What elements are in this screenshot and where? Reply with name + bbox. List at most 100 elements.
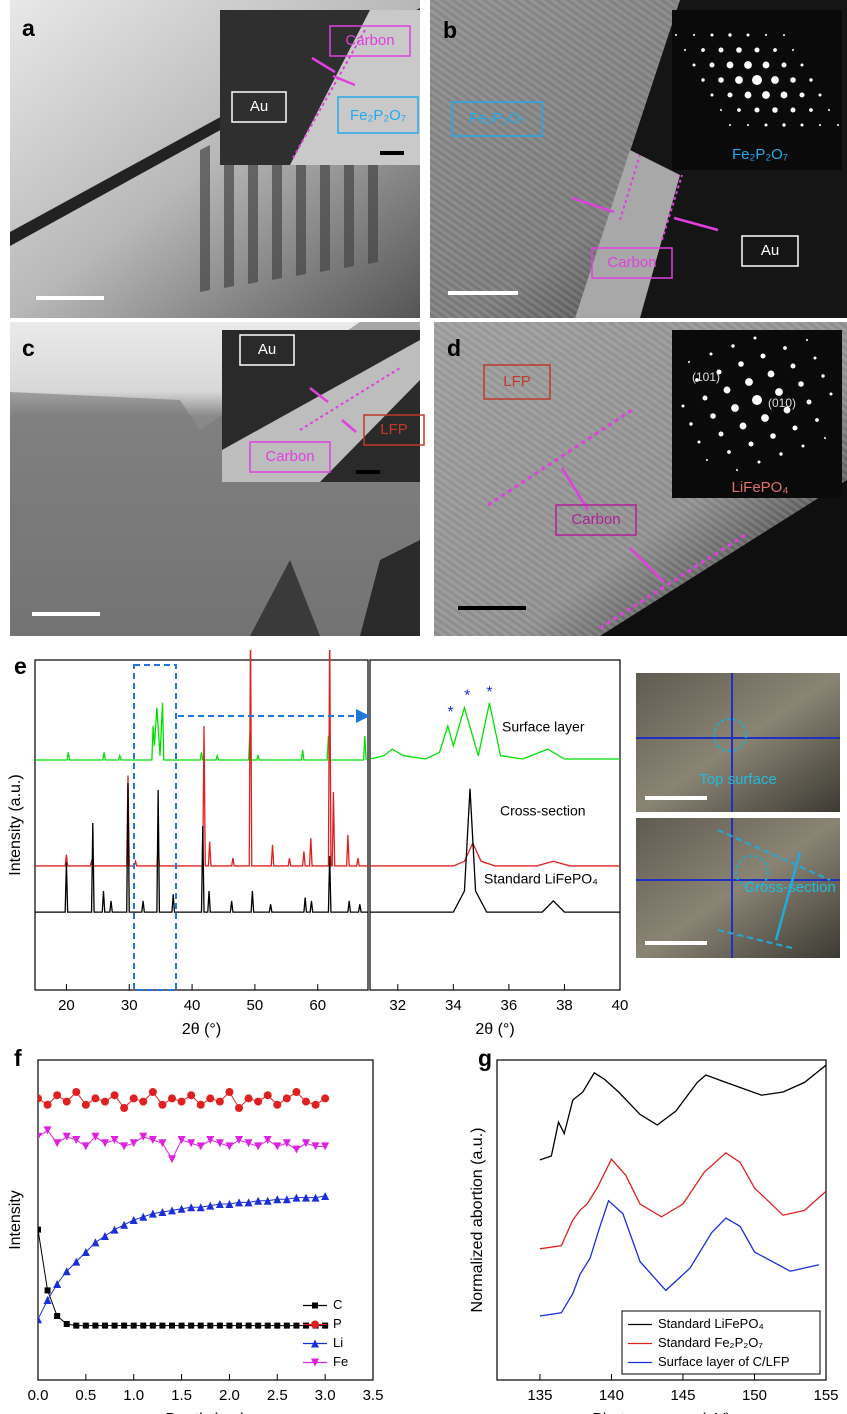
plot-frame <box>37 1059 374 1381</box>
diffraction-spot <box>710 33 714 37</box>
legend-label: P <box>333 1316 342 1331</box>
diffraction-spot <box>823 436 827 440</box>
marker <box>322 1322 329 1329</box>
marker <box>129 1216 138 1224</box>
panel-d: LFP Carbon (101) (010) LiFePO₄ d <box>434 322 847 636</box>
panel-label: a <box>22 15 35 41</box>
panel-label: g <box>478 1045 492 1071</box>
marker <box>121 1322 128 1329</box>
diffraction-spot <box>689 422 693 426</box>
diffraction-spot <box>754 107 760 113</box>
panel-a: Carbon Au Fe₂P₂O₇ a <box>10 0 420 318</box>
marker <box>140 1322 147 1329</box>
x-tick-label: 40 <box>612 997 629 1014</box>
marker <box>321 1142 330 1151</box>
label-box <box>555 504 637 536</box>
boundary <box>661 174 683 241</box>
image-label: Carbon <box>265 448 314 465</box>
series-line <box>35 650 368 867</box>
image-label: LFP <box>380 421 408 438</box>
diffraction-spot <box>764 123 768 127</box>
series-label: Surface layer <box>502 719 585 735</box>
diffraction-spot <box>744 91 752 99</box>
diffraction-spot <box>792 425 798 431</box>
marker <box>188 1322 195 1329</box>
marker <box>311 1193 320 1202</box>
marker <box>158 1100 167 1109</box>
diffraction-spot <box>837 124 839 126</box>
feature <box>250 560 320 636</box>
marker <box>293 1322 300 1329</box>
marker <box>149 1322 156 1329</box>
marker <box>177 1097 186 1106</box>
marker <box>38 1315 42 1324</box>
diffraction-spot <box>705 458 709 462</box>
inset <box>672 10 842 170</box>
y-axis-label: Normalized abortion (a.u.) <box>469 1128 486 1313</box>
marker <box>91 1238 100 1247</box>
diffraction-spot <box>760 353 766 359</box>
series-line <box>38 1129 326 1161</box>
label-box <box>741 235 799 267</box>
marker <box>235 1136 243 1144</box>
marker <box>215 1200 224 1208</box>
label-box <box>591 247 673 279</box>
legend-label: Standard LiFePO₄ <box>658 1316 764 1331</box>
x-tick-label: 3.0 <box>315 1387 336 1404</box>
series-line <box>370 702 620 760</box>
diffraction-spot <box>772 107 778 113</box>
legend-frame <box>621 1310 821 1375</box>
circle <box>735 855 769 889</box>
x-axis-label: Photon energy (eV) <box>592 1411 731 1414</box>
marker <box>244 1094 253 1103</box>
marker <box>206 1201 215 1210</box>
x-tick-label: 40 <box>184 997 201 1014</box>
diffraction <box>675 33 839 127</box>
marker <box>91 1132 100 1141</box>
x-tick-label: 2.0 <box>219 1387 240 1404</box>
panel-b: Fe₂P₂O₇ Fe₂P₂O₇ Carbon Au b <box>430 0 847 318</box>
arrow <box>774 851 802 941</box>
label-box <box>239 334 295 366</box>
marker <box>168 1155 176 1164</box>
series-line <box>539 1151 826 1250</box>
diffraction-spot <box>718 77 724 83</box>
marker <box>43 1100 52 1109</box>
marker <box>38 1226 41 1233</box>
image-label: Carbon <box>607 254 656 271</box>
zoom-box <box>133 664 177 991</box>
chart: 0.0 0.5 1.0 1.5 2.0 2.5 3.0 3.5 Depth (μm) Intens… <box>7 1045 383 1414</box>
series-line <box>370 788 620 913</box>
marker <box>168 1094 176 1103</box>
marker <box>43 1296 52 1304</box>
marker <box>282 1094 291 1103</box>
plot-frame <box>496 1059 827 1381</box>
x-tick-label: 34 <box>445 997 462 1014</box>
x-axis-label: 2θ (°) <box>182 1021 221 1038</box>
marker <box>101 1139 109 1148</box>
inset-bright <box>222 340 420 482</box>
x-tick-label: 150 <box>742 1387 767 1404</box>
diffraction-spot <box>800 63 804 67</box>
image-label: (101) <box>692 370 720 384</box>
diffraction-spot <box>738 361 744 367</box>
marker <box>273 1100 282 1109</box>
diffraction-spot <box>752 395 762 405</box>
feature <box>360 540 420 636</box>
series-label: Standard LiFePO₄ <box>484 871 598 887</box>
x-tick-label: 3.5 <box>363 1387 384 1404</box>
diffraction-spot <box>829 392 833 396</box>
marker <box>148 1136 157 1144</box>
photo <box>636 673 840 812</box>
image-label: (010) <box>768 396 796 410</box>
diffraction-spot <box>775 388 783 396</box>
diffraction-spot <box>736 47 742 53</box>
diffraction-spot <box>782 123 786 127</box>
marker <box>44 1287 51 1294</box>
marker <box>311 1358 319 1367</box>
marker <box>292 1088 301 1096</box>
diffraction-spot <box>753 336 757 340</box>
diffraction-spot <box>745 378 753 386</box>
x-tick-label: 135 <box>527 1387 552 1404</box>
